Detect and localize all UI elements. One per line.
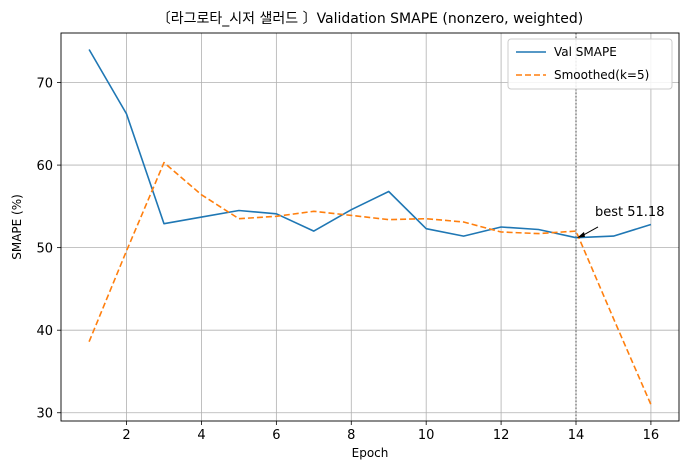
legend-box [507, 38, 673, 90]
x-tick-label: 8 [347, 428, 355, 443]
series-lines [88, 49, 652, 405]
x-tick-label: 12 [493, 428, 510, 443]
annotation-arrow-head [577, 231, 585, 238]
series-line-val-smape [88, 49, 652, 239]
x-axis-label: Epoch [352, 446, 389, 460]
y-tick-label: 60 [36, 159, 53, 174]
y-tick-label: 50 [36, 242, 53, 257]
x-tick-label: 10 [418, 428, 435, 443]
x-tick-label: 16 [643, 428, 660, 443]
x-tick-label: 14 [568, 428, 585, 443]
y-axis-label: SMAPE (%) [10, 194, 24, 260]
legend: Val SMAPE Smoothed(k=5) [507, 38, 673, 90]
axis-ticks: 2 4 6 8 10 12 14 16 30 40 50 60 70 [36, 77, 659, 443]
x-tick-label: 6 [272, 428, 280, 443]
x-tick-label: 2 [122, 428, 130, 443]
y-tick-label: 70 [36, 77, 53, 92]
chart-title: 〔라그로타_시저 샐러드 〕Validation SMAPE (nonzero,… [157, 11, 584, 27]
x-tick-label: 4 [197, 428, 205, 443]
series-line-smoothed [88, 161, 652, 405]
annotation-text: best 51.18 [595, 205, 664, 220]
annotation: best 51.18 [577, 205, 664, 238]
y-tick-label: 40 [36, 324, 53, 339]
legend-label-smoothed: Smoothed(k=5) [554, 68, 649, 82]
legend-label-val-smape: Val SMAPE [554, 45, 617, 59]
y-tick-label: 30 [36, 407, 53, 422]
grid [61, 33, 679, 421]
plot-area-frame [60, 32, 680, 422]
